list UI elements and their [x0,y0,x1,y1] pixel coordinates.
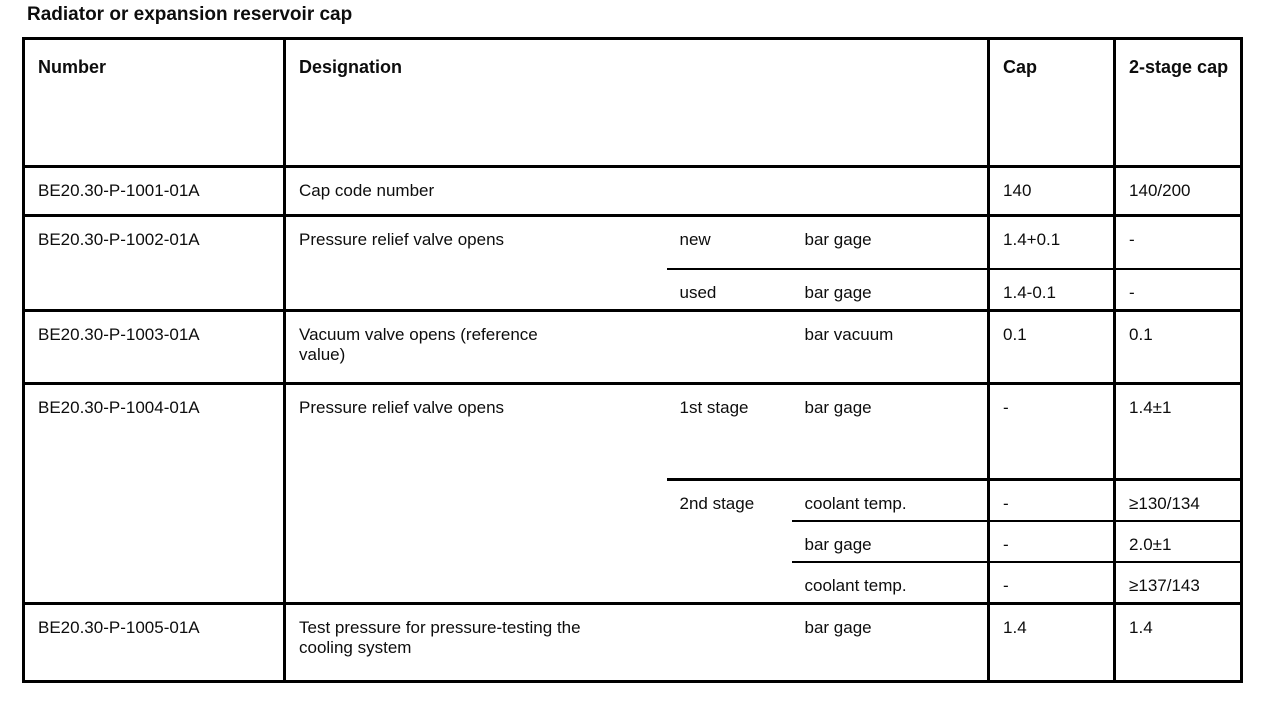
table-row: BE20.30-P-1003-01A Vacuum valve opens (r… [23,310,1242,385]
cell-two-stage-value: 140/200 [1114,166,1242,217]
cell-designation: Test pressure for pressure-testing the c… [285,603,792,681]
cell-two-stage-value: 1.4 [1129,617,1153,637]
cell-unit: bar gage [791,215,991,270]
cell-qualifier: 2nd stage [666,479,792,605]
cell-cap-value: 0.1 [988,310,1117,385]
cell-unit: bar gage [791,520,991,563]
cell-number: BE20.30-P-1002-01A [23,215,286,312]
document-title: Radiator or expansion reservoir cap [27,4,353,25]
cell-unit: bar gage [791,383,991,481]
table-row: BE20.30-P-1002-01A Pressure relief valve… [23,215,1242,312]
cell-cap-value: 140 [988,166,1117,217]
cell-designation: Cap code number [284,166,991,217]
cell-cap-value: - [988,520,1117,563]
cell-unit: coolant temp. [791,479,991,522]
cell-qualifier: new [666,215,792,270]
cell-designation: Pressure relief valve opens [284,215,667,312]
cell-cap-value: - [988,383,1117,481]
cell-two-stage-value: - [1114,215,1242,270]
cell-two-stage-value: ≥130/134 [1114,479,1242,522]
table-row: BE20.30-P-1001-01A Cap code number 140 1… [23,166,1242,217]
cell-number: BE20.30-P-1001-01A [23,166,286,217]
cell-unit: coolant temp. [791,561,991,605]
cell-cap-value: - [988,561,1117,605]
cell-unit: bar gage [791,603,991,681]
cell-two-stage-value: 0.1 [1114,310,1242,385]
table-row: BE20.30-P-1004-01A Pressure relief valve… [23,383,1242,605]
cell-designation: Pressure relief valve opens [284,383,667,605]
cell-two-stage-value: ≥137/143 [1114,561,1242,605]
cell-number: BE20.30-P-1005-01A [23,603,286,681]
cell-cap-value: 1.4-0.1 [988,268,1117,312]
cell-two-stage-value: 2.0±1 [1114,520,1242,563]
header-two-stage-cap: 2-stage cap [1114,38,1242,168]
cell-number: BE20.30-P-1003-01A [23,310,286,385]
cell-qualifier: used [666,268,792,312]
header-cap: Cap [988,38,1117,168]
designation-text: Vacuum valve opens (reference value) [299,324,538,364]
cell-number: BE20.30-P-1004-01A [23,383,286,605]
table-subrow: 2nd stage coolant temp. - ≥130/134 [24,479,1242,605]
designation-text: Test pressure for pressure-testing the c… [299,617,581,657]
header-row: Number Designation Cap 2-stage cap [23,38,1242,168]
cell-two-stage-value: - [1114,268,1242,312]
table-subrow: used bar gage 1.4-0.1 - [24,268,1242,312]
cell-two-stage-value: 1.4±1 [1114,383,1242,481]
header-designation: Designation [284,38,991,168]
header-number: Number [23,38,286,168]
table-subrow: bar gage - 2.0±1 [24,520,1242,563]
cell-cap-value: 1.4+0.1 [988,215,1117,270]
cell-qualifier: 1st stage [666,383,792,481]
spec-table: Number Designation Cap 2-stage cap BE20.… [22,37,1244,683]
cell-designation: Vacuum valve opens (reference value) [284,310,792,385]
cell-cap-value: 1.4 [988,603,1117,681]
cell-cap-value: - [988,479,1117,522]
cell-unit: bar gage [791,268,991,312]
table-subrow: coolant temp. - ≥137/143 [24,561,1242,605]
cell-unit: bar vacuum [791,310,991,385]
table-row: BE20.30-P-1005-01A Test pressure for pre… [23,603,1242,681]
